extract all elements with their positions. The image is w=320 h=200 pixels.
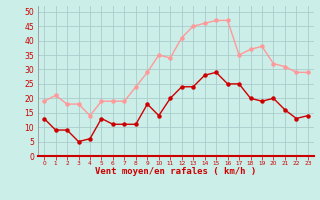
X-axis label: Vent moyen/en rafales ( km/h ): Vent moyen/en rafales ( km/h ): [95, 167, 257, 176]
